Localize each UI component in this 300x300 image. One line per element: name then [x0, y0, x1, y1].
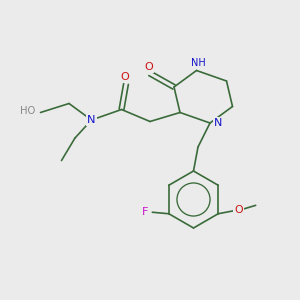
Text: O: O [144, 62, 153, 72]
Text: O: O [120, 72, 129, 82]
Text: N: N [214, 118, 222, 128]
Text: HO: HO [20, 106, 35, 116]
Text: N: N [87, 115, 96, 125]
Text: NH: NH [190, 58, 206, 68]
Text: O: O [234, 205, 243, 215]
Text: F: F [142, 207, 148, 217]
